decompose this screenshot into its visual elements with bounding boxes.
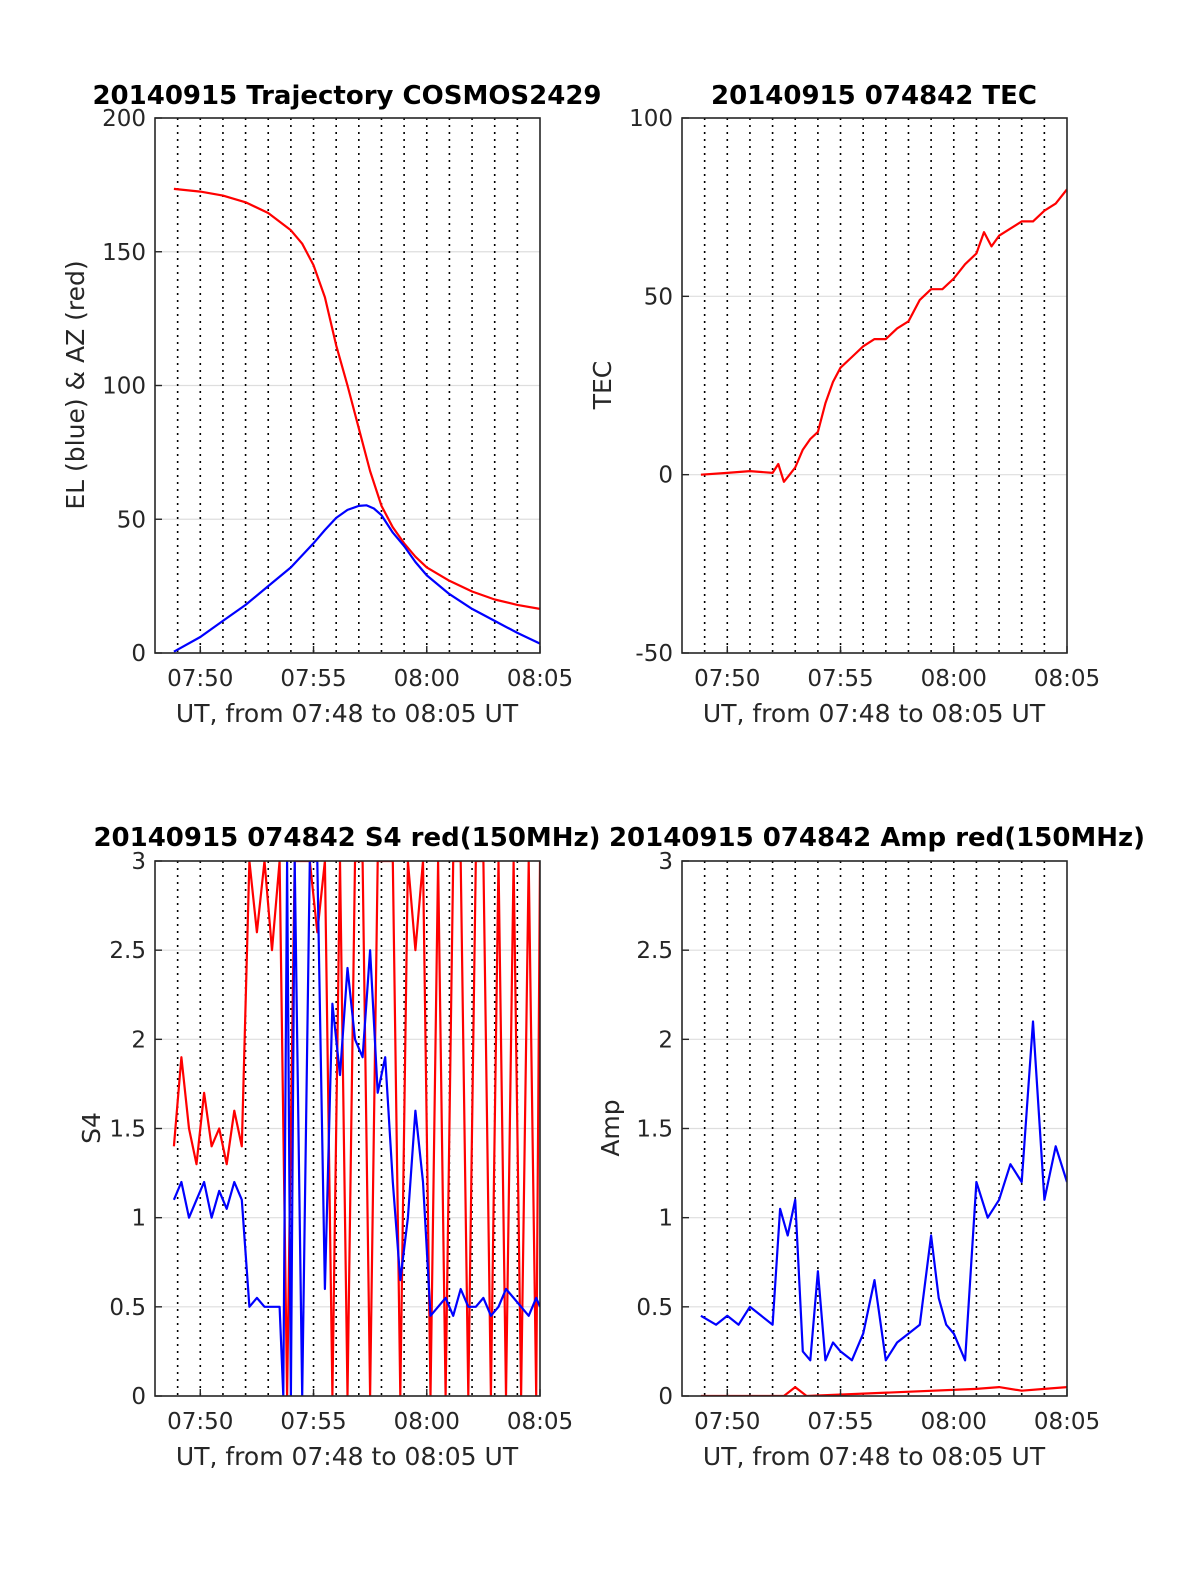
- series-line-0: [173, 187, 540, 610]
- panel-trajectory: 20140915 Trajectory COSMOS2429 UT, from …: [61, 81, 602, 728]
- y-tick-label: 150: [102, 240, 146, 266]
- x-axis-label: UT, from 07:48 to 08:05 UT: [703, 699, 1046, 728]
- y-tick-label: 50: [117, 507, 146, 533]
- y-tick-label: 100: [102, 374, 146, 400]
- x-tick-label: 08:00: [921, 666, 987, 692]
- y-tick-label: 0: [658, 1384, 673, 1410]
- y-tick-label: 1.5: [636, 1117, 673, 1143]
- chart-title: 20140915 Trajectory COSMOS2429: [92, 81, 601, 111]
- series-line-0: [700, 1020, 1067, 1362]
- y-tick-label: 0: [658, 463, 673, 489]
- axes-frame: [681, 117, 1068, 654]
- x-tick-label: 07:55: [280, 666, 346, 692]
- x-tick-label: 08:00: [921, 1409, 987, 1435]
- y-tick-label: 0.5: [109, 1295, 146, 1321]
- y-tick-label: 3: [131, 849, 146, 875]
- y-tick-label: 1.5: [109, 1117, 146, 1143]
- x-tick-label: 07:50: [694, 1409, 760, 1435]
- y-tick-label: 0: [131, 1384, 146, 1410]
- y-tick-label: 100: [629, 106, 673, 132]
- x-axis-label: UT, from 07:48 to 08:05 UT: [176, 1442, 519, 1471]
- y-tick-label: 2.5: [109, 938, 146, 964]
- series-line-1: [173, 504, 540, 653]
- series-line-0: [700, 188, 1067, 483]
- y-tick-label: 2.5: [636, 938, 673, 964]
- y-tick-label: -50: [635, 641, 673, 667]
- panel-amp: 20140915 074842 Amp red(150MHz) UT, from…: [596, 823, 1145, 1471]
- x-tick-label: 07:55: [807, 1409, 873, 1435]
- series-line-0: [172, 861, 540, 1396]
- y-axis-label: S4: [77, 1112, 106, 1144]
- panel-s4: 20140915 074842 S4 red(150MHz) UT, from …: [77, 823, 601, 1471]
- panel-tec: 20140915 074842 TEC UT, from 07:48 to 08…: [588, 81, 1100, 728]
- x-axis-label: UT, from 07:48 to 08:05 UT: [703, 1442, 1046, 1471]
- x-axis-label: UT, from 07:48 to 08:05 UT: [176, 699, 519, 728]
- x-tick-label: 08:00: [394, 1409, 460, 1435]
- x-tick-label: 08:05: [1034, 1409, 1100, 1435]
- y-axis-label: Amp: [596, 1099, 625, 1156]
- chart-title: 20140915 074842 TEC: [711, 81, 1037, 111]
- x-tick-label: 07:50: [167, 666, 233, 692]
- y-tick-label: 50: [644, 284, 673, 310]
- x-tick-label: 07:55: [807, 666, 873, 692]
- y-axis-label: EL (blue) & AZ (red): [61, 260, 90, 509]
- x-tick-label: 07:55: [280, 1409, 346, 1435]
- y-tick-label: 2: [131, 1027, 146, 1053]
- x-tick-label: 08:05: [507, 1409, 573, 1435]
- x-tick-label: 08:05: [507, 666, 573, 692]
- y-tick-label: 0: [131, 641, 146, 667]
- series-line-1: [172, 861, 540, 1396]
- x-tick-label: 07:50: [694, 666, 760, 692]
- series-line-1: [700, 1385, 1067, 1396]
- y-tick-label: 3: [658, 849, 673, 875]
- chart-title: 20140915 074842 Amp red(150MHz): [609, 823, 1145, 853]
- chart-title: 20140915 074842 S4 red(150MHz): [93, 823, 600, 853]
- y-axis-label: TEC: [588, 361, 617, 411]
- x-tick-label: 08:05: [1034, 666, 1100, 692]
- x-tick-label: 07:50: [167, 1409, 233, 1435]
- x-tick-label: 08:00: [394, 666, 460, 692]
- y-tick-label: 2: [658, 1027, 673, 1053]
- y-tick-label: 0.5: [636, 1295, 673, 1321]
- y-tick-label: 200: [102, 106, 146, 132]
- y-tick-label: 1: [131, 1206, 146, 1232]
- y-tick-label: 1: [658, 1206, 673, 1232]
